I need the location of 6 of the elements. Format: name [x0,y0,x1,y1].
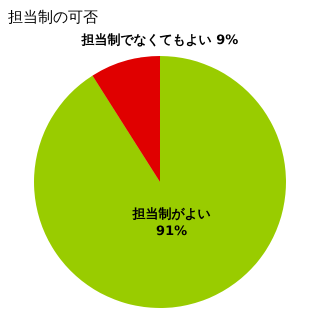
slice-label: 担当制でなくてもよい 9% [80,33,238,48]
chart-title: 担当制の可否 [8,8,98,26]
slice-label: 担当制がよい [132,206,211,222]
data-label: 91% [156,224,188,239]
pie-slice [34,56,286,308]
pie-slice [92,56,160,182]
